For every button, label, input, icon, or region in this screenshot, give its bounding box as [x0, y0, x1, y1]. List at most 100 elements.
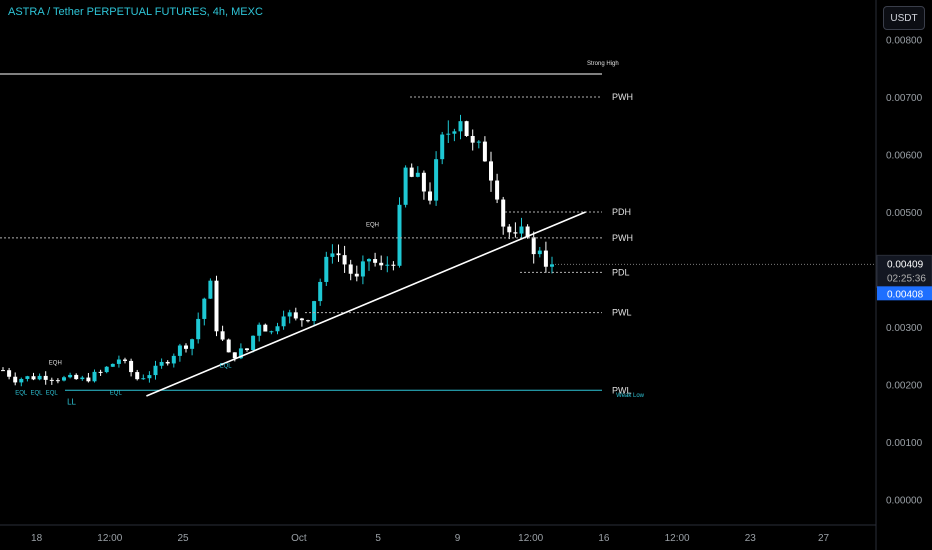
candle-body: [43, 375, 48, 380]
candle-body: [13, 376, 18, 383]
countdown-tag: 02:25:36: [887, 273, 926, 284]
candle-body: [464, 121, 469, 136]
level-label: PDH: [612, 207, 631, 217]
candle-body: [434, 159, 439, 201]
candle-body: [299, 318, 304, 321]
candle-body: [495, 180, 500, 200]
candle-body: [116, 359, 121, 364]
bid-price-tag-box: [877, 286, 932, 301]
currency-button[interactable]: USDT: [883, 6, 925, 30]
annotation-label: EQL: [110, 390, 123, 396]
y-tick-label: 0.00300: [886, 323, 923, 334]
last-price-tag: 0.00409: [887, 259, 924, 270]
annotation-label: EQL: [15, 390, 28, 396]
candle-body: [190, 339, 195, 349]
candle-body: [446, 133, 451, 135]
candle-body: [226, 339, 231, 353]
x-tick-label: 12:00: [97, 533, 122, 544]
candle-body: [135, 372, 140, 380]
x-tick-label: 16: [598, 533, 610, 544]
candle-body: [336, 253, 341, 256]
level-label: PWL: [612, 385, 632, 395]
candle-body: [238, 348, 243, 359]
candle-body: [421, 172, 426, 192]
candle-body: [507, 226, 512, 233]
candle-body: [482, 141, 487, 162]
candle-body: [232, 352, 237, 359]
annotation-label: Weak Low: [616, 393, 645, 399]
candle-body: [324, 256, 329, 282]
candle-body: [25, 376, 30, 379]
candle-body: [525, 226, 530, 238]
candle-body: [214, 280, 219, 332]
candle-body: [171, 355, 176, 364]
candle-body: [19, 378, 24, 383]
candle-body: [537, 250, 542, 255]
candle-body: [141, 378, 146, 380]
candle-body: [385, 264, 390, 266]
annotation-label: EQL: [220, 363, 233, 369]
candle-body: [98, 371, 103, 373]
annotation-label: EQH: [49, 360, 62, 366]
y-tick-label: 0.00800: [886, 36, 923, 47]
candle-body: [104, 366, 109, 373]
candle-body: [196, 318, 201, 340]
candle-body: [37, 375, 42, 380]
candle-body: [129, 360, 134, 373]
candle-body: [281, 316, 286, 327]
candle-body: [110, 363, 115, 367]
x-tick-label: 5: [375, 533, 381, 544]
candle-body: [165, 361, 170, 364]
y-tick-label: 0.00000: [886, 496, 923, 507]
candle-body: [269, 331, 274, 333]
candle-body: [184, 345, 188, 349]
candle-body: [202, 298, 207, 319]
candle-body: [251, 335, 256, 351]
annotation-label: EQL: [46, 390, 59, 396]
candle-body: [49, 379, 54, 381]
y-tick-label: 0.00700: [886, 93, 923, 104]
candle-body: [409, 167, 414, 177]
candle-body: [306, 320, 310, 322]
candle-body: [287, 312, 292, 317]
x-tick-label: Oct: [291, 533, 307, 544]
candle-body: [263, 324, 268, 332]
candle-body: [513, 232, 518, 234]
x-tick-label: 12:00: [665, 533, 690, 544]
candle-body: [123, 359, 127, 361]
candle-body: [62, 377, 66, 381]
candle-body: [147, 375, 152, 379]
candle-body: [458, 121, 463, 132]
candle-body: [312, 301, 317, 322]
y-tick-label: 0.00200: [886, 381, 923, 392]
chart-title: ASTRA / Tether PERPETUAL FUTURES, 4h, ME…: [8, 6, 263, 18]
candle-body: [80, 377, 85, 380]
candle-body: [476, 141, 481, 143]
level-label: PDL: [612, 267, 630, 277]
annotation-label: EQH: [366, 222, 379, 228]
candle-body: [177, 345, 182, 356]
candle-body: [501, 199, 506, 227]
candle-body: [7, 370, 12, 377]
candle-body: [373, 259, 378, 263]
x-tick-label: 12:00: [518, 533, 543, 544]
candle-body: [550, 264, 554, 267]
x-tick-label: 27: [818, 533, 830, 544]
candle-body: [348, 264, 353, 274]
candle-body: [452, 131, 457, 134]
level-label: Strong High: [587, 61, 619, 67]
candle-body: [428, 191, 432, 201]
candle-body: [342, 255, 347, 265]
y-tick-label: 0.00100: [886, 438, 923, 449]
candle-body: [330, 253, 335, 257]
annotation-label: EQL: [31, 390, 44, 396]
level-label: PWL: [612, 308, 632, 318]
trendline: [146, 211, 586, 397]
candle-body: [55, 380, 60, 382]
candle-body: [519, 226, 524, 234]
x-tick-label: 23: [745, 533, 757, 544]
candle-body: [379, 262, 384, 266]
candle-body: [403, 167, 408, 205]
candle-body: [397, 204, 402, 266]
